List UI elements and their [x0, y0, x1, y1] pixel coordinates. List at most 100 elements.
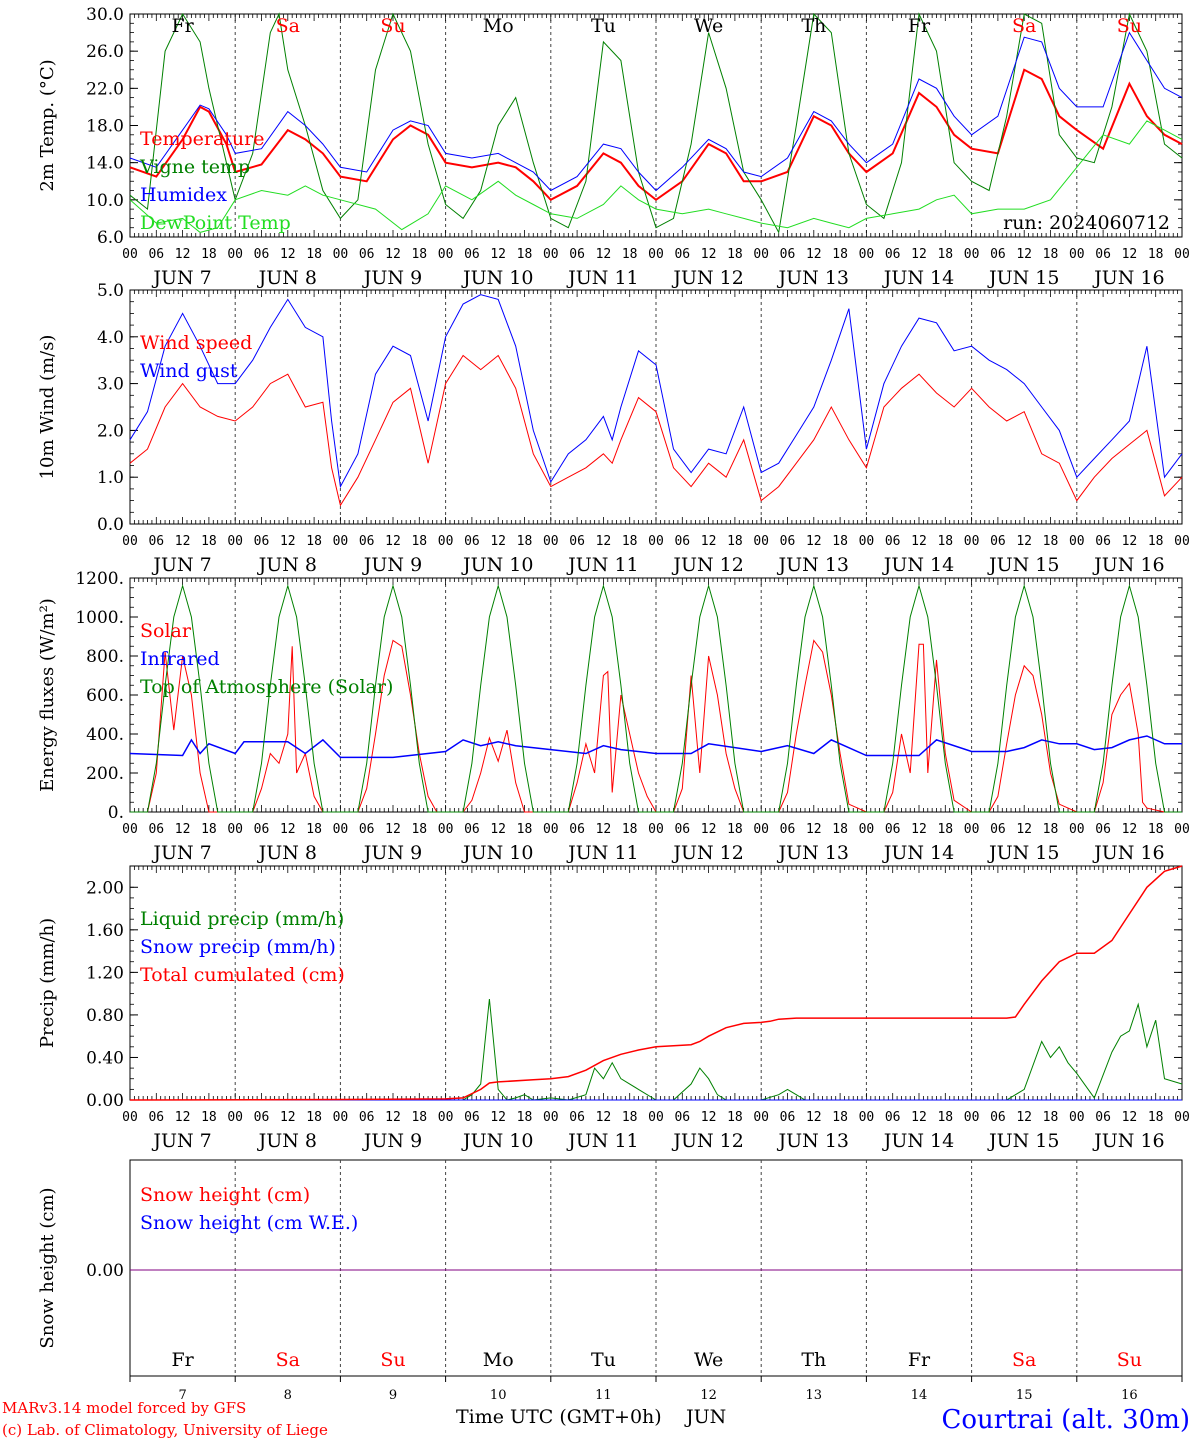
y-tick-label: 2.0: [97, 421, 124, 441]
date-label: JUN 14: [882, 554, 954, 576]
hour-tick-label: 06: [569, 247, 585, 262]
y-tick-label: 1.60: [86, 921, 124, 941]
hour-tick-label: 12: [385, 534, 401, 549]
date-label: JUN 12: [671, 1130, 743, 1152]
hour-tick-label: 12: [701, 247, 717, 262]
y-tick-label: 400.: [86, 725, 124, 745]
hour-tick-label: 12: [175, 534, 191, 549]
legend-entry: Humidex: [140, 184, 227, 206]
date-number-label: 9: [389, 1388, 397, 1403]
hour-tick-label: 00: [648, 1110, 664, 1125]
hour-tick-label: 00: [227, 1110, 243, 1125]
hour-tick-label: 06: [780, 534, 796, 549]
hour-tick-label: 06: [674, 247, 690, 262]
y-tick-label: 1000.: [75, 608, 124, 628]
hour-tick-label: 18: [517, 534, 533, 549]
hour-tick-label: 00: [543, 534, 559, 549]
hour-tick-label: 00: [859, 1110, 875, 1125]
hour-tick-label: 12: [490, 247, 506, 262]
legend-entry: Solar: [140, 620, 192, 642]
hour-tick-label: 00: [753, 1110, 769, 1125]
date-number-label: 14: [911, 1388, 928, 1403]
model-credit: MARv3.14 model forced by GFS: [2, 1399, 246, 1417]
date-label: JUN 13: [777, 554, 849, 576]
hour-tick-label: 12: [911, 822, 927, 837]
hour-tick-label: 06: [569, 534, 585, 549]
date-label: JUN 14: [882, 1130, 954, 1152]
hour-tick-label: 12: [806, 247, 822, 262]
hour-tick-label: 00: [333, 534, 349, 549]
y-tick-label: 3.0: [97, 375, 124, 395]
date-label: JUN 7: [151, 1130, 211, 1152]
day-of-week-label: Fr: [171, 15, 194, 37]
date-label: JUN 8: [257, 267, 317, 289]
series-line-total-cumulated-cm-: [129, 865, 1183, 1101]
hour-tick-label: 18: [937, 1110, 953, 1125]
hour-tick-label: 18: [1043, 822, 1059, 837]
hour-tick-label: 06: [359, 247, 375, 262]
hour-tick-label: 18: [306, 247, 322, 262]
hour-tick-label: 12: [596, 822, 612, 837]
hour-tick-label: 00: [543, 247, 559, 262]
hour-tick-label: 06: [254, 822, 270, 837]
series-line-temperature: [129, 68, 1183, 202]
hour-tick-label: 18: [727, 1110, 743, 1125]
panel-3: 0. 200. 400. 600. 800. 1000. 1200. Energy fluxe…: [37, 569, 1190, 864]
hour-tick-label: 00: [753, 247, 769, 262]
day-of-week-label: Th: [801, 1349, 826, 1371]
hour-tick-label: 06: [990, 1110, 1006, 1125]
y-tick-label: 0.80: [86, 1006, 124, 1026]
hour-tick-label: 12: [596, 534, 612, 549]
legend-entry: Temperature: [140, 128, 264, 150]
series-line-infrared: [129, 735, 1182, 759]
hour-tick-label: 00: [438, 534, 454, 549]
plot-frame: [129, 13, 1183, 238]
hour-tick-label: 18: [937, 822, 953, 837]
date-label: JUN 12: [671, 267, 743, 289]
legend-entry: Infrared: [140, 648, 220, 670]
legend-entry: Total cumulated (cm): [140, 964, 345, 986]
hour-tick-label: 18: [201, 822, 217, 837]
hour-tick-label: 06: [464, 822, 480, 837]
panel-5: 0.00 Snow height (cm) Snow height (cm) Snow…: [37, 1159, 1183, 1403]
legend-entry: Snow height (cm W.E.): [140, 1212, 358, 1234]
hour-tick-label: 06: [464, 534, 480, 549]
day-of-week-label: Fr: [908, 1349, 931, 1371]
date-number-label: 11: [595, 1388, 612, 1403]
hour-tick-label: 12: [1122, 247, 1138, 262]
hour-tick-label: 06: [148, 247, 164, 262]
hour-tick-label: 06: [885, 247, 901, 262]
time-axis-month: JUN: [684, 1406, 726, 1428]
hour-tick-label: 00: [648, 534, 664, 549]
hour-tick-label: 00: [964, 1110, 980, 1125]
hour-tick-label: 00: [333, 247, 349, 262]
series-line-wind-gust: [129, 294, 1183, 489]
hour-tick-label: 18: [622, 822, 638, 837]
hour-tick-label: 00: [122, 822, 138, 837]
date-label: JUN 16: [1092, 267, 1164, 289]
hour-tick-label: 18: [1043, 247, 1059, 262]
hour-tick-label: 18: [201, 247, 217, 262]
y-axis-label: Snow height (cm): [37, 1187, 58, 1348]
date-label: JUN 9: [362, 554, 422, 576]
hour-tick-label: 12: [385, 247, 401, 262]
date-label: JUN 12: [671, 554, 743, 576]
hour-tick-label: 12: [911, 247, 927, 262]
legend-entry: Snow precip (mm/h): [140, 936, 336, 958]
y-tick-label: 22.0: [86, 79, 124, 99]
hour-tick-label: 18: [411, 247, 427, 262]
date-label: JUN 10: [461, 554, 533, 576]
hour-tick-label: 18: [1043, 534, 1059, 549]
legend-entry: Vigne temp: [139, 156, 250, 178]
date-label: JUN 10: [461, 842, 533, 864]
hour-tick-label: 00: [438, 822, 454, 837]
hour-tick-label: 00: [1069, 247, 1085, 262]
day-of-week-label: Su: [380, 15, 405, 37]
date-label: JUN 15: [987, 842, 1059, 864]
date-label: JUN 10: [461, 267, 533, 289]
hour-tick-label: 00: [1069, 1110, 1085, 1125]
date-label: JUN 7: [151, 267, 211, 289]
hour-tick-label: 12: [806, 822, 822, 837]
hour-tick-label: 18: [832, 534, 848, 549]
date-label: JUN 11: [566, 554, 638, 576]
